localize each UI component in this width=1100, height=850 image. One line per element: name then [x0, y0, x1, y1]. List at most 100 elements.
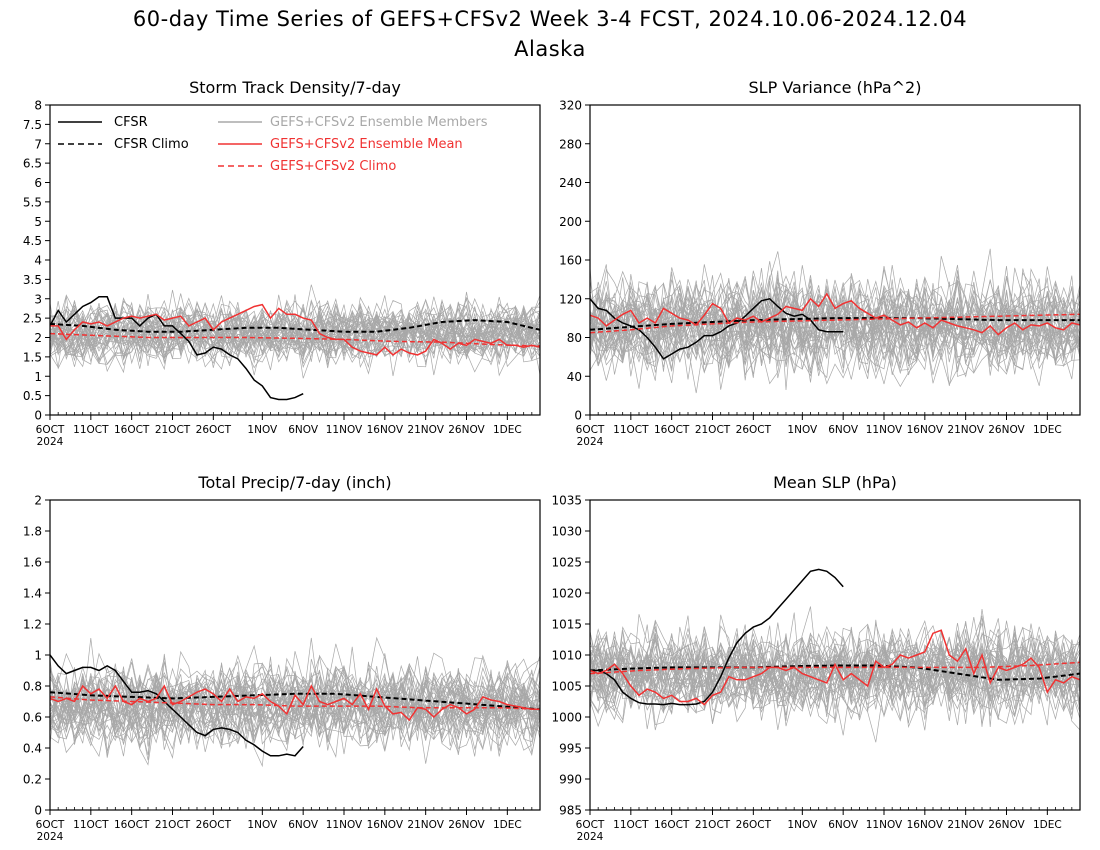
plot-area — [590, 568, 1080, 743]
ensemble-member-line — [50, 295, 540, 365]
ensemble-member-line — [50, 302, 540, 361]
x-tick-label: 26OCT — [736, 819, 772, 831]
y-tick-label: 1030 — [551, 525, 582, 539]
ensemble-member-line — [50, 318, 540, 370]
y-tick-label: 280 — [559, 137, 582, 151]
x-tick-label: 11NOV — [866, 819, 903, 831]
panel-4: Mean SLP (hPa) 985 990 995 1000 1005 1010 1015 1… — [551, 473, 1081, 843]
x-tick-label: 26NOV — [988, 819, 1025, 831]
ensemble-member-line — [590, 626, 1080, 709]
ensemble-member-line — [50, 305, 540, 362]
y-tick-label: 1035 — [551, 494, 582, 508]
panel-title: Total Precip/7-day (inch) — [197, 473, 391, 492]
x-tick-label: 26NOV — [448, 424, 485, 436]
ensemble-member-line — [590, 633, 1080, 710]
x-tick-label: 26OCT — [736, 424, 772, 436]
x-tick-label: 1DEC — [1033, 819, 1062, 831]
cfsr-climo-line — [590, 317, 1080, 331]
ensemble-member-line — [50, 297, 540, 355]
plot-area — [50, 636, 540, 768]
y-tick-label: 1.8 — [23, 525, 42, 539]
x-tick-label: 16OCT — [654, 424, 690, 436]
y-tick-label: 2.5 — [23, 312, 42, 326]
ensemble-member-line — [590, 279, 1080, 386]
y-tick-label: 985 — [559, 804, 582, 818]
x-tick-label: 6NOV — [288, 424, 319, 436]
y-tick-label: 4.5 — [23, 234, 42, 248]
x-tick-label: 21OCT — [155, 424, 191, 436]
legend-label-members: GEFS+CFSv2 Ensemble Members — [270, 115, 488, 130]
ens-climo-line — [50, 332, 540, 347]
y-tick-label: 1020 — [551, 587, 582, 601]
legend-label-ens-climo: GEFS+CFSv2 Climo — [270, 159, 396, 174]
x-tick-label: 11OCT — [613, 819, 649, 831]
x-tick-label: 21NOV — [407, 424, 444, 436]
ensemble-member-line — [50, 686, 540, 756]
figure-title: 60-day Time Series of GEFS+CFSv2 Week 3-… — [0, 4, 1100, 64]
ensemble-member-line — [590, 264, 1080, 357]
x-tick-label: 26NOV — [988, 424, 1025, 436]
ensemble-member-line — [50, 670, 540, 751]
x-year-label: 2024 — [577, 436, 604, 448]
y-tick-label: 200 — [559, 215, 582, 229]
x-tick-label: 1NOV — [247, 424, 278, 436]
y-tick-label: 3 — [34, 292, 42, 306]
y-tick-label: 0.2 — [23, 773, 42, 787]
y-tick-label: 0.8 — [23, 680, 42, 694]
x-tick-label: 16NOV — [907, 819, 944, 831]
ensemble-member-line — [590, 614, 1080, 702]
ensemble-member-line — [590, 277, 1080, 390]
x-tick-label: 26OCT — [196, 424, 232, 436]
y-tick-label: 80 — [567, 331, 582, 345]
ensemble-member-line — [590, 280, 1080, 380]
x-tick-label: 26NOV — [448, 819, 485, 831]
x-tick-label: 16OCT — [654, 819, 690, 831]
x-tick-label: 16NOV — [907, 424, 944, 436]
y-tick-label: 240 — [559, 176, 582, 190]
ensemble-member-line — [590, 614, 1080, 710]
x-tick-label: 11NOV — [866, 424, 903, 436]
x-tick-label: 6OCT — [36, 819, 65, 831]
ensemble-member-line — [50, 291, 540, 371]
y-tick-label: 2 — [34, 494, 42, 508]
y-tick-label: 0 — [34, 804, 42, 818]
y-tick-label: 120 — [559, 292, 582, 306]
x-tick-label: 16NOV — [367, 424, 404, 436]
y-tick-label: 320 — [559, 99, 582, 113]
ensemble-member-line — [50, 658, 540, 751]
ensemble-member-line — [590, 264, 1080, 370]
y-tick-label: 0 — [34, 409, 42, 423]
ensemble-member-line — [50, 652, 540, 743]
x-tick-label: 11NOV — [326, 819, 363, 831]
x-tick-label: 16NOV — [367, 819, 404, 831]
ensemble-member-line — [50, 653, 540, 744]
y-tick-label: 1010 — [551, 649, 582, 663]
legend: CFSR CFSR Climo GEFS+CFSv2 Ensemble Memb… — [58, 115, 488, 174]
legend-label-ens-mean: GEFS+CFSv2 Ensemble Mean — [270, 137, 463, 152]
x-tick-label: 21OCT — [695, 424, 731, 436]
y-tick-label: 4 — [34, 254, 42, 268]
x-tick-label: 1NOV — [247, 819, 278, 831]
x-tick-label: 21NOV — [947, 424, 984, 436]
y-tick-label: 7.5 — [23, 118, 42, 132]
x-tick-label: 16OCT — [114, 819, 150, 831]
ensemble-member-line — [590, 623, 1080, 731]
x-tick-label: 1NOV — [787, 424, 818, 436]
ensemble-member-line — [50, 679, 540, 759]
x-tick-label: 6OCT — [36, 424, 65, 436]
x-tick-label: 11OCT — [613, 424, 649, 436]
ens-climo-line — [590, 661, 1080, 675]
x-tick-label: 21NOV — [947, 819, 984, 831]
y-tick-label: 8 — [34, 99, 42, 113]
panel-3: Total Precip/7-day (inch)00.20.40.60.811… — [23, 473, 541, 843]
y-tick-label: 1.2 — [23, 618, 42, 632]
y-tick-label: 40 — [567, 370, 582, 384]
ensemble-member-line — [590, 267, 1080, 367]
panel-frame — [589, 104, 1081, 416]
cfsr-line — [590, 568, 844, 706]
figure-title-line2: Alaska — [514, 37, 586, 61]
figure-title-line1: 60-day Time Series of GEFS+CFSv2 Week 3-… — [132, 7, 968, 31]
y-tick-label: 0.6 — [23, 711, 42, 725]
ensemble-member-line — [50, 646, 540, 755]
ens-climo-line — [590, 313, 1080, 334]
